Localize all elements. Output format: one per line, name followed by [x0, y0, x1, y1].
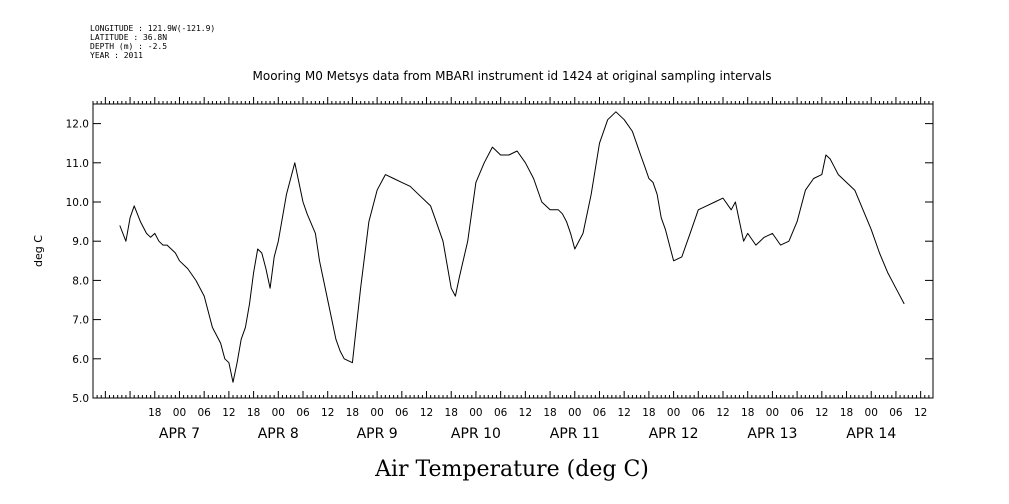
x-tick-label: 00 [568, 407, 581, 419]
x-tick-label: 06 [889, 407, 903, 419]
x-tick-label: 12 [519, 407, 532, 419]
y-tick-label: 10.0 [66, 197, 89, 209]
x-day-label: APR 11 [550, 426, 600, 442]
x-tick-label: 00 [469, 407, 482, 419]
x-tick-label: 18 [247, 407, 260, 419]
x-tick-label: 18 [543, 407, 556, 419]
x-day-label: APR 13 [747, 426, 797, 442]
x-tick-label: 06 [790, 407, 804, 419]
x-tick-label: 18 [741, 407, 754, 419]
x-tick-label: 06 [296, 407, 310, 419]
y-tick-label: 9.0 [72, 236, 89, 248]
x-day-label: APR 14 [846, 426, 896, 442]
depth-label: DEPTH (m) : -2.5 [90, 42, 167, 51]
y-axis-label: deg C [32, 235, 45, 267]
year-label: YEAR : 2011 [90, 51, 143, 60]
y-tick-label: 5.0 [72, 393, 89, 405]
x-tick-label: 12 [222, 407, 235, 419]
y-tick-label: 8.0 [72, 275, 89, 287]
x-tick-label: 18 [445, 407, 458, 419]
x-tick-label: 06 [494, 407, 508, 419]
x-tick-label: 12 [914, 407, 927, 419]
series-layer [119, 111, 905, 383]
x-tick-label: 06 [197, 407, 211, 419]
y-tick-label: 11.0 [66, 158, 89, 170]
chart-title: Mooring M0 Metsys data from MBARI instru… [253, 69, 772, 83]
x-tick-label: 12 [420, 407, 433, 419]
y-tick-label: 6.0 [72, 354, 89, 366]
x-tick-label: 06 [692, 407, 706, 419]
x-tick-label: 06 [395, 407, 409, 419]
x-axis-label: Air Temperature (deg C) [374, 457, 649, 482]
x-tick-label: 12 [716, 407, 729, 419]
x-tick-label: 18 [642, 407, 655, 419]
latitude-label: LATITUDE : 36.8N [90, 33, 167, 42]
x-tick-label: 06 [593, 407, 607, 419]
x-tick-label: 00 [272, 407, 285, 419]
x-day-label: APR 7 [159, 426, 200, 442]
x-tick-label: 00 [766, 407, 779, 419]
x-tick-label: 12 [815, 407, 828, 419]
x-tick-label: 12 [617, 407, 630, 419]
x-tick-label: 00 [370, 407, 383, 419]
x-tick-label: 00 [865, 407, 878, 419]
temperature-series-line [119, 111, 905, 383]
x-tick-label: 18 [346, 407, 359, 419]
longitude-label: LONGITUDE : 121.9W(-121.9) [90, 24, 215, 33]
x-tick-label: 00 [667, 407, 680, 419]
plot-frame [92, 103, 934, 399]
y-tick-label: 12.0 [66, 119, 89, 131]
x-tick-label: 00 [173, 407, 186, 419]
x-tick-label: 18 [148, 407, 161, 419]
x-axis: 18 00 06 12 18 00 06 12 18 00 06 12 18 00 06 12 18 00 06 12… [92, 97, 934, 442]
x-day-label: APR 10 [451, 426, 501, 442]
x-tick-label: 12 [321, 407, 334, 419]
y-tick-label: 7.0 [72, 315, 89, 327]
x-day-label: APR 9 [357, 426, 398, 442]
y-axis: 5.0 6.0 7.0 8.0 9.0 10.0 11.0 12.0 [66, 119, 933, 405]
x-tick-label: 18 [840, 407, 853, 419]
x-day-label: APR 8 [258, 426, 299, 442]
x-day-label: APR 12 [649, 426, 699, 442]
